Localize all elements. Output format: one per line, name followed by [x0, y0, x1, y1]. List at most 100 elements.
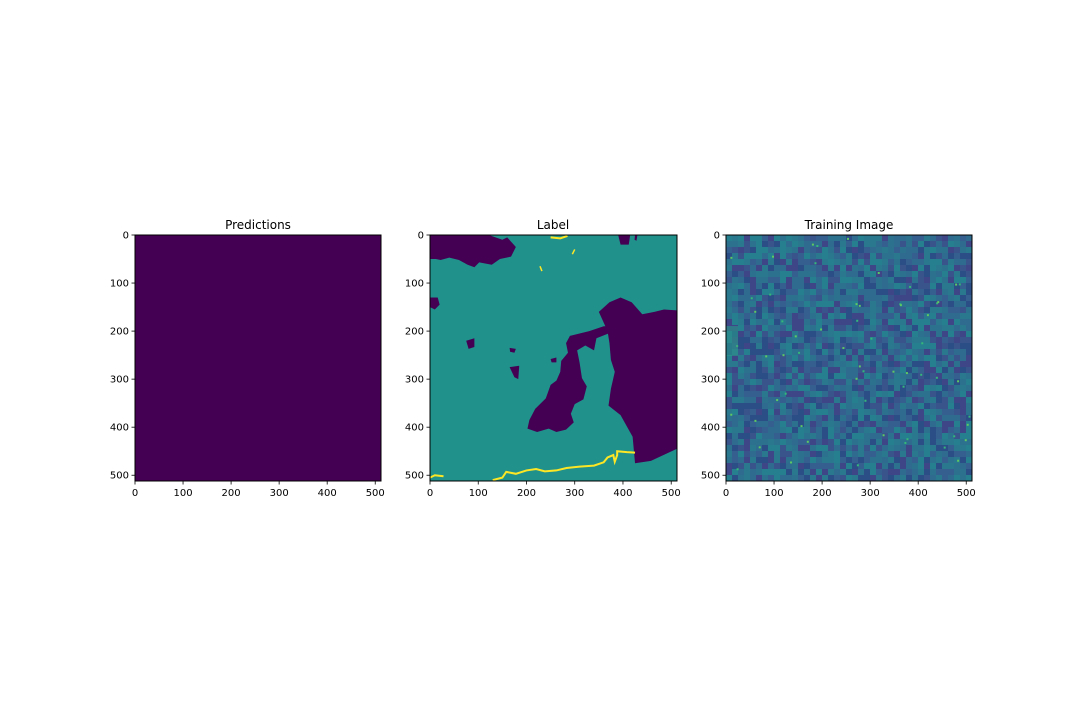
texture-cell: [960, 373, 966, 379]
texture-speckle: [892, 370, 895, 373]
texture-cell: [744, 475, 750, 481]
texture-speckle: [904, 441, 907, 444]
texture-cell: [930, 433, 936, 439]
texture-cell: [756, 385, 762, 391]
texture-cell: [924, 361, 930, 367]
texture-cell: [894, 433, 900, 439]
texture-cell: [840, 415, 846, 421]
texture-cell: [960, 259, 966, 265]
texture-cell: [792, 475, 798, 481]
texture-cell: [726, 409, 732, 415]
texture-cell: [762, 337, 768, 343]
texture-cell: [864, 391, 870, 397]
texture-cell: [804, 259, 810, 265]
texture-cell: [786, 379, 792, 385]
texture-cell: [912, 319, 918, 325]
texture-cell: [738, 277, 744, 283]
texture-cell: [912, 367, 918, 373]
texture-cell: [936, 361, 942, 367]
texture-cell: [768, 361, 774, 367]
texture-cell: [780, 337, 786, 343]
texture-speckle: [899, 304, 902, 307]
texture-cell: [912, 307, 918, 313]
predictions-title: Predictions: [225, 218, 291, 232]
texture-cell: [738, 379, 744, 385]
texture-cell: [882, 409, 888, 415]
texture-cell: [882, 265, 888, 271]
texture-cell: [804, 361, 810, 367]
texture-cell: [744, 409, 750, 415]
texture-cell: [870, 235, 876, 241]
texture-cell: [864, 331, 870, 337]
label-background-class: [430, 235, 677, 481]
texture-cell: [738, 337, 744, 343]
texture-cell: [780, 385, 786, 391]
texture-cell: [750, 361, 756, 367]
texture-cell: [966, 283, 972, 289]
texture-cell: [828, 379, 834, 385]
texture-cell: [966, 337, 972, 343]
texture-cell: [744, 379, 750, 385]
texture-cell: [864, 409, 870, 415]
image-area: [135, 235, 381, 481]
texture-cell: [756, 313, 762, 319]
texture-cell: [900, 373, 906, 379]
texture-cell: [744, 259, 750, 265]
texture-cell: [792, 391, 798, 397]
texture-cell: [954, 271, 960, 277]
texture-cell: [786, 373, 792, 379]
label-region-islet-left: [430, 297, 440, 310]
texture-cell: [924, 241, 930, 247]
texture-cell: [924, 313, 930, 319]
texture-cell: [960, 337, 966, 343]
texture-cell: [822, 343, 828, 349]
texture-cell: [960, 379, 966, 385]
texture-cell: [864, 313, 870, 319]
texture-cell: [846, 307, 852, 313]
texture-cell: [798, 295, 804, 301]
texture-cell: [930, 457, 936, 463]
texture-cell: [876, 427, 882, 433]
texture-cell: [924, 235, 930, 241]
texture-cell: [840, 397, 846, 403]
texture-cell: [852, 271, 858, 277]
texture-cell: [846, 385, 852, 391]
texture-cell: [774, 319, 780, 325]
texture-cell: [930, 259, 936, 265]
texture-cell: [942, 325, 948, 331]
texture-cell: [912, 421, 918, 427]
texture-cell: [786, 343, 792, 349]
texture-cell: [900, 331, 906, 337]
texture-cell: [804, 373, 810, 379]
texture-cell: [870, 331, 876, 337]
texture-cell: [876, 451, 882, 457]
label-region-right: [598, 297, 677, 464]
texture-cell: [774, 331, 780, 337]
texture-cell: [768, 475, 774, 481]
texture-cell: [846, 397, 852, 403]
texture-cell: [966, 403, 972, 409]
texture-cell: [948, 253, 954, 259]
texture-cell: [918, 277, 924, 283]
texture-cell: [876, 325, 882, 331]
texture-cell: [792, 457, 798, 463]
texture-cell: [858, 337, 864, 343]
texture-cell: [750, 427, 756, 433]
texture-cell: [864, 295, 870, 301]
texture-cell: [966, 421, 972, 427]
texture-cell: [900, 433, 906, 439]
texture-cell: [726, 373, 732, 379]
texture-cell: [924, 379, 930, 385]
texture-cell: [930, 415, 936, 421]
texture-cell: [930, 247, 936, 253]
texture-cell: [888, 277, 894, 283]
texture-cell: [960, 235, 966, 241]
texture-cell: [888, 367, 894, 373]
x-tick-label: 500: [662, 488, 681, 499]
texture-cell: [768, 295, 774, 301]
texture-cell: [822, 439, 828, 445]
texture-cell: [864, 457, 870, 463]
texture-cell: [894, 283, 900, 289]
texture-cell: [804, 397, 810, 403]
